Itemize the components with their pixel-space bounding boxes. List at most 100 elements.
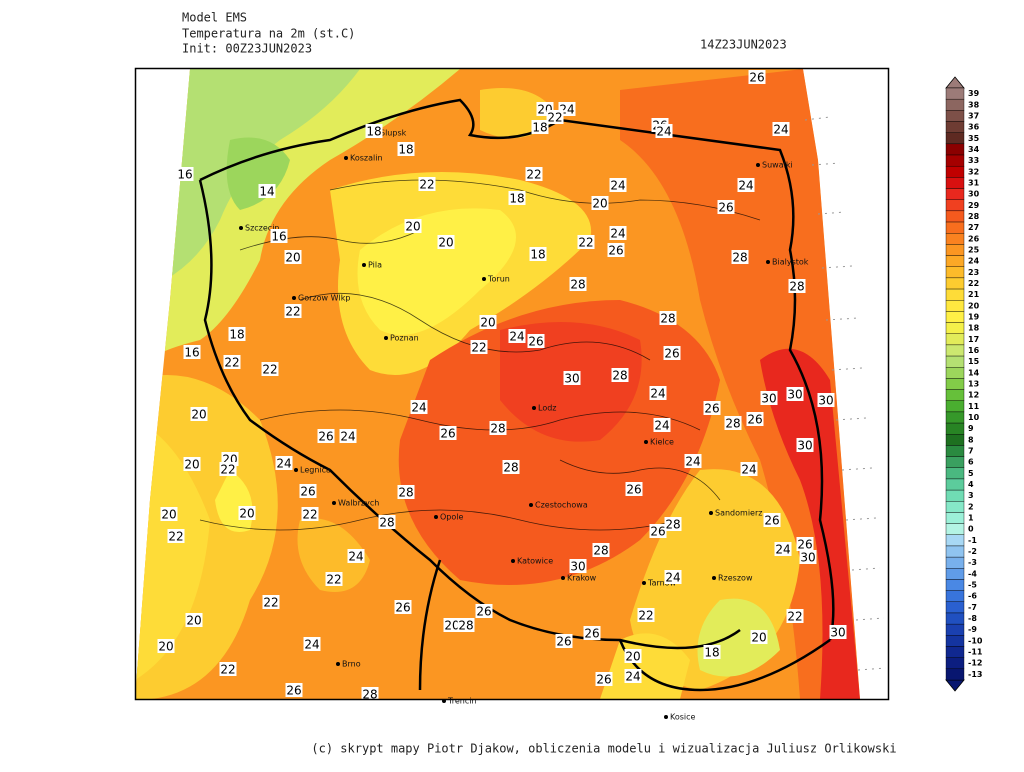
contour-label: 26 [718, 201, 733, 215]
contour-label-box [663, 346, 681, 360]
contour-label-box [763, 513, 781, 527]
city-name: Kielce [650, 438, 674, 447]
contour-label: 30 [800, 551, 815, 565]
contour-label-box [475, 604, 493, 618]
colorbar-label: 24 [968, 257, 980, 266]
colorbar-label: 4 [968, 480, 974, 489]
contour-label-box [731, 250, 749, 264]
contour-label: 20 [186, 614, 201, 628]
contour-label: 20 [444, 619, 459, 633]
city-name: Suwalki [762, 161, 793, 170]
contour-label: 26 [528, 335, 543, 349]
contour-label-box [437, 235, 455, 249]
colorbar-cell [945, 612, 965, 625]
contour-label-box [228, 327, 246, 341]
contour-label-box [176, 167, 194, 181]
colorbar-cell [945, 489, 965, 502]
colorbar-cell [945, 288, 965, 301]
city-name: Opole [440, 513, 463, 522]
contour-label-box [299, 484, 317, 498]
colorbar-cell [945, 266, 965, 279]
contour-label-box [653, 418, 671, 432]
colorbar-label: -7 [968, 603, 977, 612]
contour-label: 18 [398, 143, 413, 157]
contour-label: 28 [660, 312, 675, 326]
contour-label-box [489, 421, 507, 435]
contour-label: 30 [787, 388, 802, 402]
city-name: Krakow [567, 574, 597, 583]
colorbar-label: 19 [968, 312, 980, 321]
contour-label: 28 [612, 369, 627, 383]
contour-label: 18 [532, 121, 547, 135]
colorbar-label: 9 [968, 424, 974, 433]
colorbar-cell [945, 98, 965, 111]
contour-label: 20 [285, 251, 300, 265]
init-time: Init: 00Z23JUN2023 [182, 42, 312, 56]
contour-label-box [649, 524, 667, 538]
contour-label: 22 [547, 111, 562, 125]
city-marker [332, 501, 336, 505]
colorbar-cell [945, 132, 965, 145]
city-name: Slupsk [380, 129, 407, 138]
contour-label: 16 [271, 230, 286, 244]
colorbar-cell [945, 110, 965, 122]
contour-label-box [397, 485, 415, 499]
contour-label-box [748, 70, 766, 84]
contour-label: 22 [578, 236, 593, 250]
colorbar-cell [945, 411, 965, 424]
contour-label: 28 [732, 251, 747, 265]
contour-label: 26 [395, 601, 410, 615]
city-name: Brno [342, 660, 361, 669]
city-marker [344, 156, 348, 160]
colorbar-label: 12 [968, 391, 979, 400]
colorbar-label: 27 [968, 223, 979, 232]
contour-label: 22 [220, 463, 235, 477]
contour-label: 22 [526, 168, 541, 182]
colorbar-label: 18 [968, 324, 980, 333]
contour-label-box [361, 687, 379, 701]
contour-label: 30 [564, 372, 579, 386]
contour-label-box [717, 200, 735, 214]
colorbar-label: 26 [968, 234, 980, 243]
colorbar-label: 38 [968, 100, 980, 109]
colorbar-label: 2 [968, 502, 974, 511]
colorbar-cell [945, 165, 965, 178]
colorbar-label: -9 [968, 625, 977, 634]
colorbar: 3938373635343332313029282726252423222120… [945, 76, 983, 692]
colorbar-label: -10 [968, 636, 983, 645]
contour-label-box [410, 400, 428, 414]
colorbar-cell [945, 545, 965, 558]
contour-label-box [479, 315, 497, 329]
colorbar-label: 21 [968, 290, 980, 299]
contour-label-box [317, 429, 335, 443]
contour-label: 28 [490, 422, 505, 436]
contour-label: 26 [608, 244, 623, 258]
contour-label: 20 [592, 197, 607, 211]
city-name: Legnica [300, 466, 331, 475]
contour-label-box [525, 167, 543, 181]
contour-label-box [418, 177, 436, 191]
colorbar-label: -8 [968, 614, 977, 623]
contour-label: 28 [593, 544, 608, 558]
colorbar-cell [945, 344, 965, 357]
contour-label-box [284, 250, 302, 264]
contour-label: 22 [220, 663, 235, 677]
contour-label-box [760, 391, 778, 405]
contour-label: 22 [224, 356, 239, 370]
colorbar-label: -5 [968, 581, 977, 590]
city-name: Walbrzych [338, 499, 379, 508]
contour-label: 28 [789, 280, 804, 294]
contour-label-box [659, 311, 677, 325]
colorbar-cell [945, 188, 965, 200]
colorbar-label: 33 [968, 156, 979, 165]
contour-label: 22 [168, 530, 183, 544]
city-marker [292, 296, 296, 300]
city-marker [712, 576, 716, 580]
colorbar-cell [945, 534, 965, 547]
colorbar-cell [945, 378, 965, 390]
contour-label-box [261, 362, 279, 376]
contour-label: 24 [304, 638, 319, 652]
contour-label: 24 [775, 543, 790, 557]
colorbar-cell [945, 400, 965, 413]
